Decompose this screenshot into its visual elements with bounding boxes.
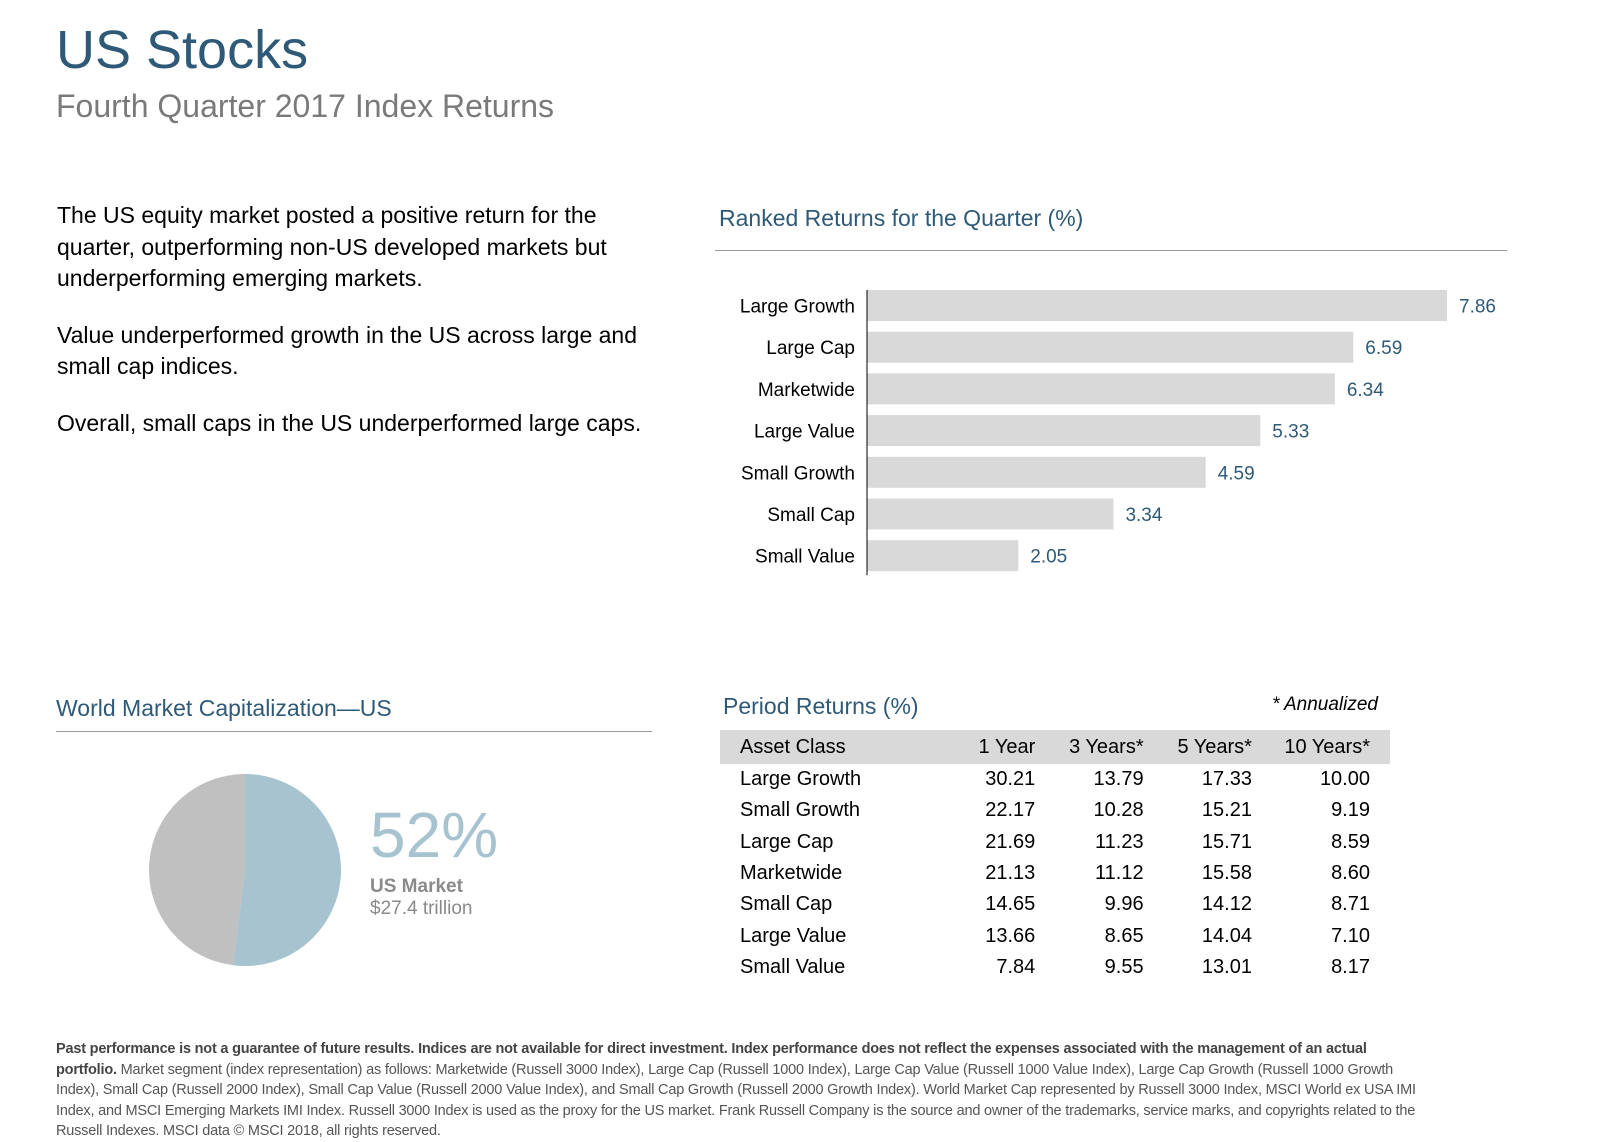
bar	[867, 331, 1354, 363]
ranked-divider	[715, 250, 1507, 251]
column-header: Asset Class	[720, 730, 928, 764]
bar-value-label: 3.34	[1125, 505, 1162, 526]
world-cap-title: World Market Capitalization—US	[56, 695, 392, 721]
us-market-percent: 52%	[370, 799, 499, 871]
bar-category-label: Large Cap	[766, 338, 855, 359]
period-returns-table: Asset Class 1 Year 3 Years* 5 Years* 10 …	[720, 730, 1390, 983]
table-cell: 21.13	[985, 862, 1036, 885]
table-cell: 8.60	[1331, 862, 1370, 885]
intro-paragraph-3: Overall, small caps in the US underperfo…	[57, 409, 642, 436]
bar-value-label: 2.05	[1030, 547, 1067, 568]
us-market-label: US Market	[370, 876, 463, 897]
world-divider	[56, 731, 652, 732]
table-cell: 8.17	[1331, 955, 1370, 978]
table-cell: 15.58	[1201, 862, 1252, 885]
table-cell: 13.79	[1093, 768, 1144, 791]
column-header: 10 Years*	[1251, 730, 1390, 764]
bar	[867, 498, 1114, 530]
pie-slice-rest	[148, 774, 245, 966]
table-row: Large Value 13.66 8.65 14.04 7.10	[720, 920, 1390, 951]
table-cell: 8.65	[1104, 924, 1144, 947]
intro-paragraph-1: The US equity market posted a positive r…	[57, 202, 607, 291]
table-cell: 17.33	[1201, 768, 1252, 791]
bar	[867, 373, 1335, 405]
period-returns-title: Period Returns (%)	[723, 693, 919, 719]
bar	[867, 540, 1019, 572]
bar-category-label: Small Cap	[767, 505, 855, 526]
table-cell: 9.19	[1331, 799, 1370, 822]
bar	[867, 456, 1206, 488]
table-cell: 14.04	[1201, 924, 1252, 947]
table-cell: 14.12	[1201, 893, 1252, 916]
intro-paragraph-2: Value underperformed growth in the US ac…	[57, 321, 638, 380]
table-cell: 22.17	[985, 799, 1036, 822]
column-header: 5 Years*	[1143, 730, 1252, 764]
table-cell: 15.71	[1201, 830, 1252, 853]
bar-value-label: 4.59	[1218, 463, 1255, 484]
table-cell: 8.71	[1331, 893, 1370, 916]
bar-value-label: 7.86	[1459, 297, 1496, 318]
table-row: Small Growth 22.17 10.28 15.21 9.19	[720, 795, 1390, 826]
table-row: Small Value 7.84 9.55 13.01 8.17	[720, 952, 1390, 983]
bar-category-label: Marketwide	[758, 380, 855, 401]
table-row: Large Growth 30.21 13.79 17.33 10.00	[720, 764, 1390, 795]
us-market-amount: $27.4 trillion	[370, 898, 473, 919]
page-subtitle: Fourth Quarter 2017 Index Returns	[56, 88, 555, 124]
table-cell: 7.10	[1331, 924, 1370, 947]
column-header: 1 Year	[927, 730, 1036, 764]
bar	[867, 290, 1447, 321]
table-cell: 14.65	[985, 893, 1036, 916]
table-cell: 13.66	[985, 924, 1036, 947]
bar-category-label: Small Value	[755, 547, 855, 568]
table-cell: 7.84	[996, 955, 1036, 978]
footer-disclaimer: Past performance is not a guarantee of f…	[56, 1039, 1426, 1142]
world-cap-pie-chart	[148, 774, 341, 966]
table-cell: 8.59	[1331, 830, 1370, 853]
footer-bold-text: Past performance is not a guarantee of f…	[56, 1041, 1367, 1078]
footer-text: Market segment (index representation) as…	[56, 1061, 1416, 1140]
intro-text: The US equity market posted a positive r…	[57, 200, 677, 464]
bar	[867, 415, 1261, 447]
table-cell: 30.21	[985, 768, 1036, 791]
page-title: US Stocks	[56, 20, 309, 80]
table-cell: 21.69	[985, 830, 1036, 853]
table-row: Marketwide 21.13 11.12 15.58 8.60	[720, 858, 1390, 889]
table-cell: 9.96	[1104, 893, 1144, 916]
bar-value-label: 5.33	[1272, 422, 1309, 443]
table-row: Large Cap 21.69 11.23 15.71 8.59	[720, 827, 1390, 858]
table-cell: Small Growth	[740, 799, 861, 822]
table-cell: Small Value	[740, 955, 846, 978]
pie-slice-us	[232, 774, 341, 966]
table-cell: 10.00	[1319, 768, 1370, 791]
column-header: 3 Years*	[1035, 730, 1144, 764]
table-cell: Marketwide	[740, 862, 843, 885]
bar-category-label: Large Value	[754, 422, 855, 443]
ranked-returns-chart: Large Growth 7.86 Large Cap 6.59 Marketwide 6…	[740, 290, 1496, 576]
table-header-row: Asset Class 1 Year 3 Years* 5 Years* 10 …	[720, 730, 1390, 764]
table-cell: Small Cap	[740, 893, 833, 916]
table-cell: 10.28	[1093, 799, 1144, 822]
table-cell: 15.21	[1201, 799, 1252, 822]
table-cell: Large Cap	[740, 830, 834, 853]
bar-value-label: 6.34	[1347, 380, 1384, 401]
table-cell: 9.55	[1104, 955, 1144, 978]
bar-category-label: Large Growth	[740, 297, 855, 318]
ranked-returns-title: Ranked Returns for the Quarter (%)	[719, 205, 1084, 231]
table-cell: 11.23	[1095, 830, 1144, 853]
table-row: Small Cap 14.65 9.96 14.12 8.71	[720, 889, 1390, 920]
table-cell: Large Growth	[740, 768, 862, 791]
annualized-note: * Annualized	[1272, 694, 1378, 715]
table-cell: 13.01	[1201, 955, 1252, 978]
bar-value-label: 6.59	[1365, 338, 1402, 359]
table-cell: Large Value	[740, 924, 847, 947]
bar-category-label: Small Growth	[741, 463, 855, 484]
table-cell: 11.12	[1095, 862, 1144, 885]
